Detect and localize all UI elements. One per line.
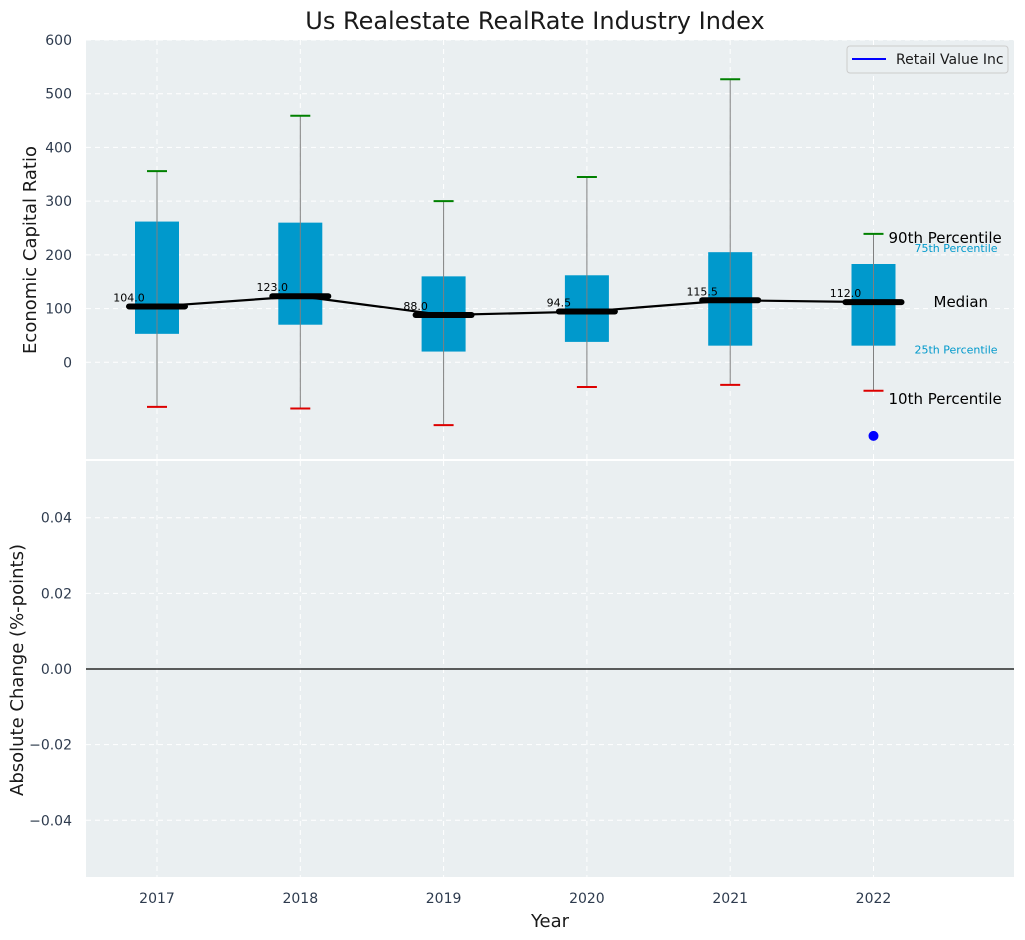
box-2017: 104.0 (113, 170, 188, 408)
bottom-y-ticks: −0.04 −0.02 0.00 0.02 0.04 (29, 511, 72, 830)
legend-box (846, 45, 1009, 74)
annotation-p10: 10th Percentile (889, 390, 1002, 408)
x-tick-label: 2021 (712, 891, 748, 907)
x-tick-label: 2019 (426, 891, 462, 907)
chart-title: Us Realestate RealRate Industry Index (305, 7, 764, 35)
bottom-grid (86, 461, 1014, 877)
top-y-tick-label: 600 (45, 33, 72, 49)
legend-label: Retail Value Inc (896, 52, 1004, 68)
x-tick-label: 2020 (569, 891, 605, 907)
bottom-y-tick-label: −0.02 (29, 738, 72, 754)
bottom-y-axis-label: Absolute Change (%-points) (7, 544, 28, 796)
top-y-tick-label: 200 (45, 248, 72, 264)
bottom-y-tick-label: 0.00 (41, 662, 72, 678)
annotation-median: Median (934, 293, 989, 311)
legend: Retail Value Inc (846, 45, 1009, 74)
x-tick-label: 2017 (139, 891, 175, 907)
median-trend (156, 295, 874, 317)
annotation-p75: 75th Percentile (915, 242, 998, 255)
annotation-p90: 90th Percentile (889, 229, 1002, 247)
x-axis-label: Year (530, 911, 570, 932)
top-y-ticks: 0 100 200 300 400 500 600 (45, 33, 72, 371)
median-trend-line (156, 295, 874, 317)
median-value-label: 94.5 (547, 297, 572, 310)
x-ticks: 2017 2018 2019 2020 2021 2022 (139, 891, 891, 907)
x-tick-label: 2018 (282, 891, 318, 907)
top-y-axis-label: Economic Capital Ratio (20, 146, 41, 354)
top-plot-area (86, 40, 1014, 459)
top-y-tick-label: 300 (45, 194, 72, 210)
box-2021: 115.5 (686, 78, 762, 386)
top-y-tick-label: 400 (45, 140, 72, 156)
x-tick-label: 2022 (856, 891, 892, 907)
top-y-tick-label: 500 (45, 87, 72, 103)
company-point (868, 430, 879, 441)
median-value-label: 112.0 (830, 287, 862, 300)
bottom-y-tick-label: −0.04 (29, 813, 72, 829)
bottom-y-tick-label: 0.04 (41, 511, 72, 527)
bottom-y-tick-label: 0.02 (41, 586, 72, 602)
top-y-tick-label: 0 (63, 355, 72, 371)
median-value-label: 115.5 (686, 285, 718, 298)
median-value-label: 123.0 (257, 281, 289, 294)
top-y-tick-label: 100 (45, 302, 72, 318)
annotation-p25: 25th Percentile (915, 344, 998, 357)
median-value-label: 104.0 (113, 291, 145, 304)
